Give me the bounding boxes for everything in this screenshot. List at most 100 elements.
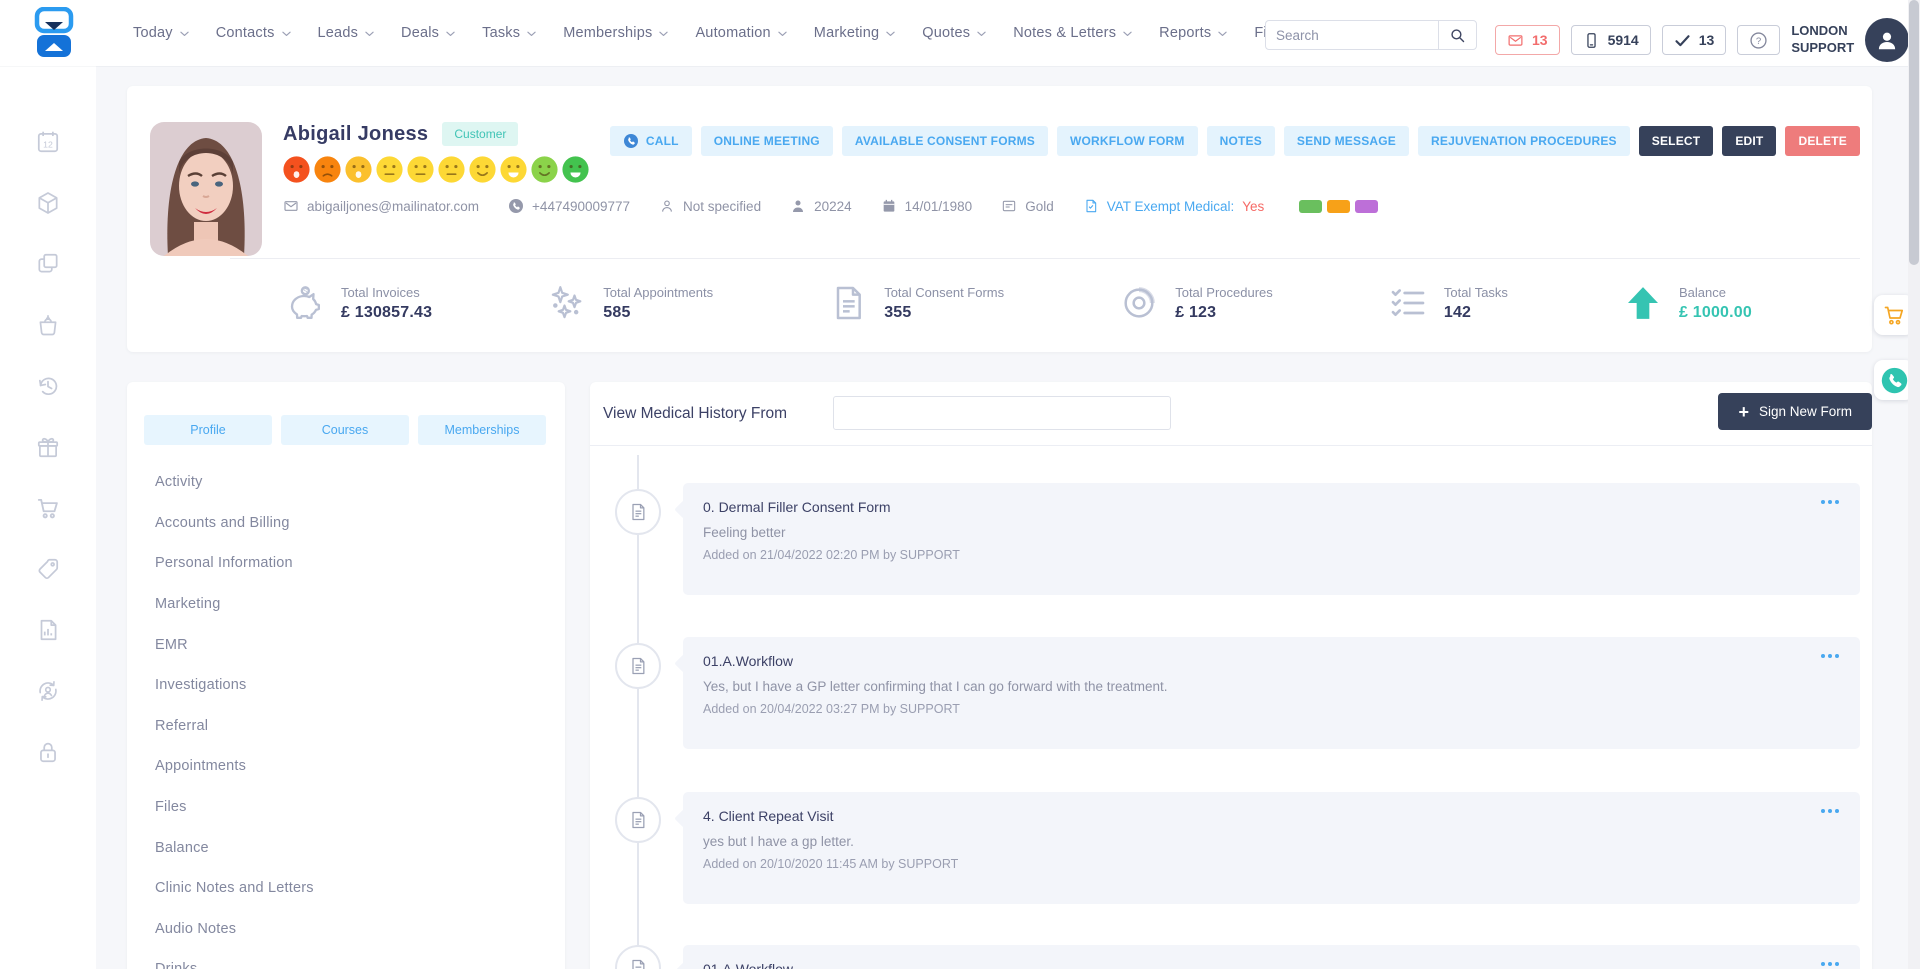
sign-new-form-button[interactable]: + Sign New Form [1718,393,1872,430]
mood-emoji-9[interactable] [531,156,558,183]
select-button[interactable]: SELECT [1638,126,1714,156]
nav-marketing[interactable]: Marketing [814,25,895,41]
help-button[interactable]: ? [1737,25,1781,55]
nav-tasks[interactable]: Tasks [482,25,536,41]
tab-profile[interactable]: Profile [144,415,272,445]
rail-bag-icon[interactable] [35,312,61,338]
available-consent-forms-button[interactable]: AVAILABLE CONSENT FORMS [841,126,1048,156]
notes-button[interactable]: NOTES [1206,126,1275,156]
chevron-down-icon [180,29,189,37]
chevron-down-icon [527,29,536,37]
id-card-icon [1001,198,1017,214]
nav-today[interactable]: Today [133,25,189,41]
nav-reports[interactable]: Reports [1159,25,1228,41]
rail-lock-icon[interactable] [35,739,61,765]
scrollbar-thumb[interactable] [1909,0,1919,265]
search-input[interactable] [1266,21,1438,49]
more-options-icon[interactable] [1816,804,1844,818]
calls-badge[interactable]: 5914 [1570,25,1651,55]
tab-courses[interactable]: Courses [281,415,409,445]
chevron-down-icon [365,29,374,37]
person-icon [1874,27,1900,53]
send-message-button[interactable]: SEND MESSAGE [1283,126,1410,156]
nav-memberships[interactable]: Memberships [563,25,669,41]
user-avatar[interactable] [1865,18,1910,62]
delete-button[interactable]: DELETE [1785,126,1860,156]
mood-emoji-8[interactable] [500,156,527,183]
workflow-form-button[interactable]: WORKFLOW FORM [1057,126,1198,156]
client-label-3[interactable] [1355,199,1379,213]
rail-price-tag-icon[interactable] [35,556,61,582]
panel-item-referral[interactable]: Referral [155,717,209,734]
messages-badge[interactable]: 13 [1495,25,1560,55]
more-options-icon[interactable] [1816,649,1844,663]
panel-item-activity[interactable]: Activity [155,474,203,491]
edit-button[interactable]: EDIT [1722,126,1777,156]
nav-deals[interactable]: Deals [401,25,455,41]
client-type-badge: Customer [442,122,519,146]
mood-emoji-5[interactable] [407,156,434,183]
rail-report-icon[interactable] [35,617,61,643]
mood-emoji-2[interactable] [314,156,341,183]
rail-copy-icon[interactable] [35,251,61,277]
nav-automation[interactable]: Automation [695,25,787,41]
rail-package-icon[interactable] [35,190,61,216]
panel-item-emr[interactable]: EMR [155,636,188,653]
client-label-1[interactable] [1299,199,1323,213]
more-options-icon[interactable] [1816,957,1844,969]
question-icon: ? [1748,30,1769,51]
chevron-down-icon [659,29,669,37]
rail-gift-icon[interactable] [35,434,61,460]
panel-item-audio-notes[interactable]: Audio Notes [155,920,237,937]
header-right: 13 5914 13 ? LONDON SUPPORT [1495,18,1910,62]
nav-leads[interactable]: Leads [318,25,375,41]
online-meeting-button[interactable]: ONLINE MEETING [700,126,833,156]
mood-emoji-4[interactable] [376,156,403,183]
panel-item-marketing[interactable]: Marketing [155,596,221,613]
mood-emoji-3[interactable] [345,156,372,183]
mood-emoji-7[interactable] [469,156,496,183]
timeline-line [637,455,639,969]
tasks-badge[interactable]: 13 [1661,25,1727,55]
panel-item-drinks[interactable]: Drinks [155,949,555,969]
more-options-icon[interactable] [1816,495,1844,509]
client-dob: 14/01/1980 [881,198,972,214]
client-phone[interactable]: +447490009777 [508,198,630,214]
search-icon[interactable] [1438,21,1476,49]
panel-item-accounts-and-billing[interactable]: Accounts and Billing [155,514,290,531]
mail-icon [1507,32,1524,49]
client-label-2[interactable] [1327,199,1351,213]
user-name[interactable]: LONDON SUPPORT [1791,23,1855,55]
mood-emoji-6[interactable] [438,156,465,183]
nav-contacts[interactable]: Contacts [216,25,291,41]
rejuvenation-procedures-button[interactable]: REJUVENATION PROCEDURES [1418,126,1630,156]
medical-history-panel: View Medical History From + Sign New For… [590,382,1872,969]
call-button[interactable]: CALL [609,126,692,156]
rail-cart-icon[interactable] [35,495,61,521]
chevron-down-icon [1218,29,1228,37]
nav-notes-letters[interactable]: Notes & Letters [1013,25,1132,41]
mood-emoji-1[interactable] [283,156,310,183]
tab-memberships[interactable]: Memberships [418,415,546,445]
page-scrollbar [1908,0,1920,969]
rail-history-icon[interactable] [35,373,61,399]
nav-quotes[interactable]: Quotes [922,25,986,41]
client-email[interactable]: abigailjones@mailinator.com [283,198,479,214]
rail-calendar-icon[interactable]: 12 [35,129,61,155]
phone-floating-button[interactable] [1874,360,1914,400]
panel-item-balance[interactable]: Balance [155,839,209,856]
form-icon [828,283,868,323]
history-date-input[interactable] [833,396,1171,430]
top-header: Today Contacts Leads Deals Tasks Members… [0,0,1920,66]
panel-item-investigations[interactable]: Investigations [155,677,247,694]
panel-item-appointments[interactable]: Appointments [155,758,247,775]
panel-item-personal-information[interactable]: Personal Information [155,555,293,572]
history-entry: 01.A.Workflow Yes, but I have a GP lette… [683,637,1860,749]
mood-emoji-10[interactable] [562,156,589,183]
cart-floating-button[interactable] [1874,295,1914,335]
panel-item-clinic-notes-and-letters[interactable]: Clinic Notes and Letters [155,880,314,897]
panel-item-files[interactable]: Files [155,799,187,816]
phone-icon [1880,366,1909,395]
envelope-icon [283,198,299,214]
rail-account-icon[interactable] [35,678,61,704]
